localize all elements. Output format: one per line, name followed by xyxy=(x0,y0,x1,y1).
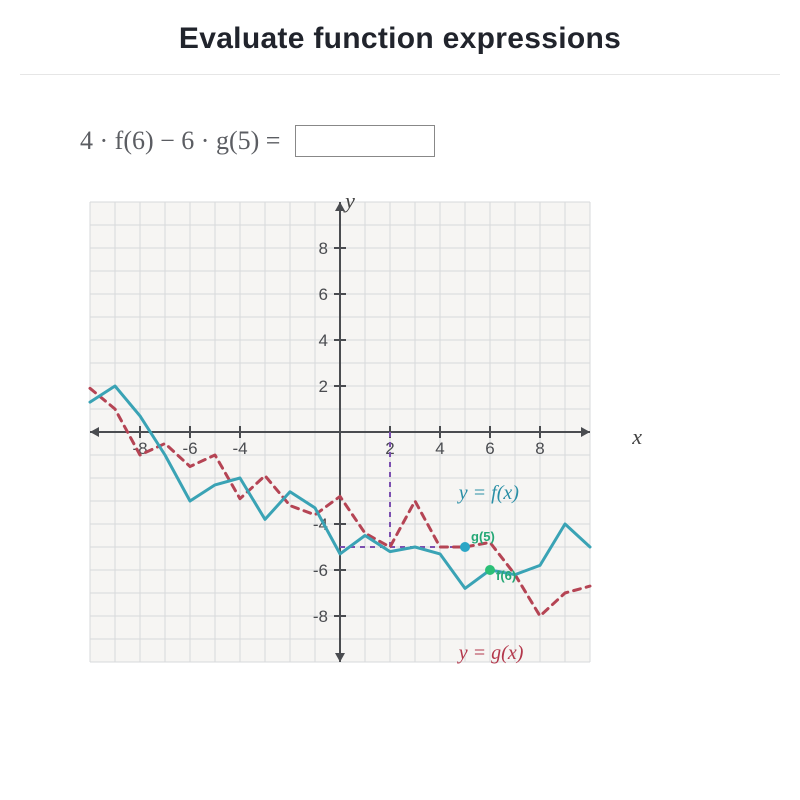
legend-g: y = g(x) xyxy=(459,642,524,665)
svg-text:4: 4 xyxy=(435,439,444,458)
expression-text: 4 · f(6) − 6 · g(5) = xyxy=(80,126,287,156)
point-label-f6: f(6) xyxy=(496,568,516,583)
answer-input[interactable] xyxy=(295,125,435,157)
y-axis-label: y xyxy=(345,188,355,214)
svg-text:6: 6 xyxy=(485,439,494,458)
svg-text:-8: -8 xyxy=(313,607,328,626)
point-label-g5: g(5) xyxy=(471,529,495,544)
legend-f: y = f(x) xyxy=(459,482,519,505)
svg-text:8: 8 xyxy=(535,439,544,458)
svg-text:4: 4 xyxy=(319,331,328,350)
x-axis-label: x xyxy=(632,424,642,450)
svg-text:-4: -4 xyxy=(232,439,247,458)
svg-text:6: 6 xyxy=(319,285,328,304)
page-title: Evaluate function expressions xyxy=(20,0,780,75)
svg-text:-6: -6 xyxy=(182,439,197,458)
page-container: Evaluate function expressions 4 · f(6) −… xyxy=(0,0,800,800)
svg-text:2: 2 xyxy=(319,377,328,396)
svg-text:8: 8 xyxy=(319,239,328,258)
chart-svg: -8-6-424682468-4-6-8 xyxy=(70,182,610,682)
chart-area: y x -8-6-424682468-4-6-8 y = f(x) y = g(… xyxy=(70,182,630,692)
expression-row: 4 · f(6) − 6 · g(5) = xyxy=(80,125,800,157)
svg-text:-6: -6 xyxy=(313,561,328,580)
